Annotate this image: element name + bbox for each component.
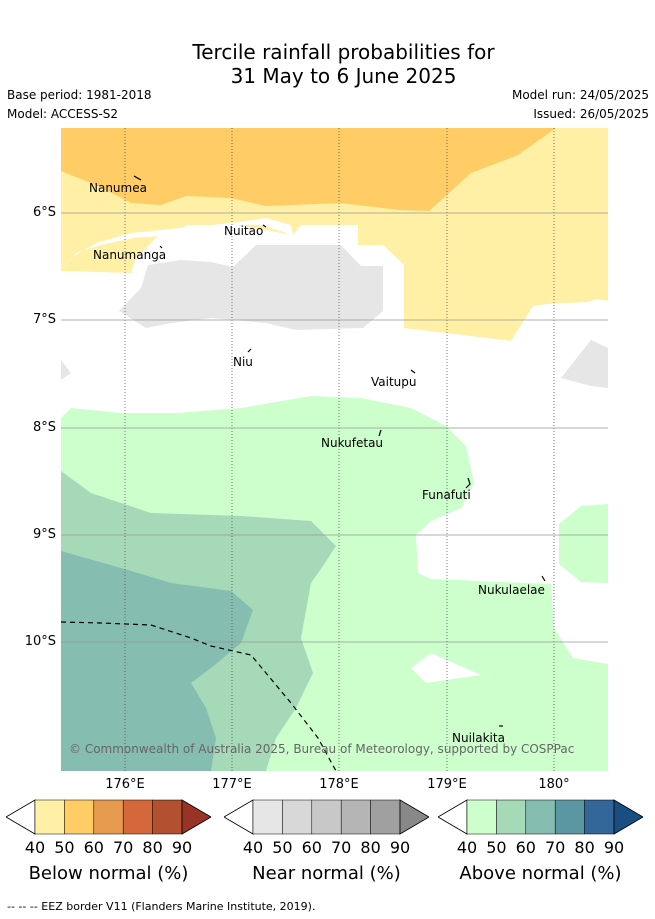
model-name: Model: ACCESS-S2 — [7, 107, 119, 121]
lon-tick-180: 180° — [538, 777, 570, 792]
colorbar-tick-label: 80 — [574, 838, 595, 857]
eez-border-line — [61, 621, 337, 771]
colorbar-swatch — [466, 799, 497, 835]
copyright-notice: © Commonwealth of Australia 2025, Bureau… — [69, 742, 575, 756]
colorbar-near-normal-swatches — [223, 799, 430, 835]
title-line-2: 31 May to 6 June 2025 — [230, 64, 457, 88]
colorbar-above-normal — [437, 798, 644, 840]
colorbar-near-normal-title: Near normal (%) — [252, 863, 401, 884]
colorbar-below-normal — [5, 798, 212, 840]
colorbar-tick-label: 80 — [360, 838, 381, 857]
place-label-nuilakita: Nuilakita — [452, 731, 505, 745]
colorbar-swatch — [122, 799, 153, 835]
colorbar-swatch — [282, 799, 313, 835]
colorbar-tick-label: 90 — [603, 838, 625, 857]
below-normal-50-60-region — [61, 128, 608, 211]
colorbar-swatch-low-extend — [5, 799, 36, 835]
colorbar-tick-label: 90 — [171, 838, 193, 857]
map-title: Tercile rainfall probabilities for 31 Ma… — [0, 40, 655, 88]
colorbar-swatch — [525, 799, 556, 835]
colorbar-swatch — [64, 799, 95, 835]
colorbar-swatch-low-extend — [437, 799, 468, 835]
title-line-1: Tercile rainfall probabilities for — [192, 40, 495, 64]
place-label-nuitao: Nuitao — [224, 224, 264, 238]
place-label-funafuti: Funafuti — [422, 488, 471, 502]
colorbar-swatch — [311, 799, 342, 835]
colorbar-tick-label: 50 — [486, 838, 507, 857]
lon-tick-176e: 176°E — [105, 777, 145, 792]
colorbar-tick-label: 90 — [389, 838, 411, 857]
lat-tick-9s: 9°S — [32, 527, 56, 542]
lat-tick-6s: 6°S — [32, 205, 56, 220]
place-label-nanumanga: Nanumanga — [93, 248, 167, 262]
above-normal-east-region — [559, 504, 608, 583]
colorbar-tick-label: 70 — [545, 838, 566, 857]
colorbar-swatch-high-extend — [399, 799, 430, 835]
lon-tick-177e: 177°E — [212, 777, 252, 792]
colorbar-above-normal-swatches — [437, 799, 644, 835]
lat-tick-8s: 8°S — [32, 420, 56, 435]
colorbar-tick-label: 50 — [54, 838, 75, 857]
colorbar-tick-label: 70 — [331, 838, 352, 857]
colorbar-below-normal-title: Below normal (%) — [28, 863, 189, 884]
rainfall-map: © Commonwealth of Australia 2025, Bureau… — [61, 128, 608, 771]
colorbar-tick-label: 70 — [113, 838, 134, 857]
colorbar-swatch — [340, 799, 371, 835]
colorbar-near-normal — [223, 798, 430, 840]
near-normal-west-edge — [61, 360, 71, 380]
lon-tick-179e: 179°E — [427, 777, 467, 792]
colorbar-swatch — [34, 799, 65, 835]
colorbar-swatch — [252, 799, 283, 835]
colorbar-tick-label: 40 — [242, 838, 264, 857]
colorbar-tick-label: 40 — [24, 838, 46, 857]
place-label-niu: Niu — [233, 355, 253, 369]
lat-tick-7s: 7°S — [32, 312, 56, 327]
issued-date: Issued: 26/05/2025 — [533, 107, 649, 121]
colorbar-swatch-low-extend — [223, 799, 254, 835]
colorbar-swatch — [370, 799, 401, 835]
colorbar-swatch-high-extend — [613, 799, 644, 835]
colorbar-tick-label: 50 — [272, 838, 293, 857]
colorbar-tick-label: 60 — [301, 838, 322, 857]
colorbar-swatch — [554, 799, 585, 835]
colorbar-below-normal-swatches — [5, 799, 212, 835]
model-run: Model run: 24/05/2025 — [511, 88, 649, 102]
colorbar-tick-label: 60 — [515, 838, 536, 857]
colorbar-tick-label: 80 — [142, 838, 163, 857]
colorbar-swatch — [93, 799, 124, 835]
colorbar-tick-label: 60 — [83, 838, 104, 857]
above-normal-60-70-region — [61, 551, 253, 771]
colorbar-swatch — [584, 799, 615, 835]
lon-tick-178e: 178°E — [319, 777, 359, 792]
eez-footer-note: -- -- -- EEZ border V11 (Flanders Marine… — [7, 900, 316, 913]
colorbar-tick-label: 40 — [456, 838, 478, 857]
colorbar-swatch — [152, 799, 183, 835]
place-label-nukufetau: Nukufetau — [321, 436, 384, 450]
colorbar-above-normal-title: Above normal (%) — [459, 863, 622, 884]
place-label-vaitupu: Vaitupu — [371, 375, 417, 389]
map-canvas — [61, 128, 608, 771]
near-normal-region — [119, 245, 383, 330]
white-patch-south — [411, 653, 481, 683]
place-label-nanumea: Nanumea — [89, 181, 147, 195]
near-normal-east-region — [561, 340, 608, 388]
colorbar-swatch — [496, 799, 527, 835]
white-band-north — [61, 218, 293, 271]
place-label-nukulaelae: Nukulaelae — [478, 583, 545, 597]
island-marks — [133, 175, 546, 727]
lat-tick-10s: 10°S — [24, 634, 56, 649]
colorbar-swatch-high-extend — [181, 799, 212, 835]
base-period: Base period: 1981-2018 — [7, 88, 152, 102]
map-graticule — [124, 128, 555, 771]
